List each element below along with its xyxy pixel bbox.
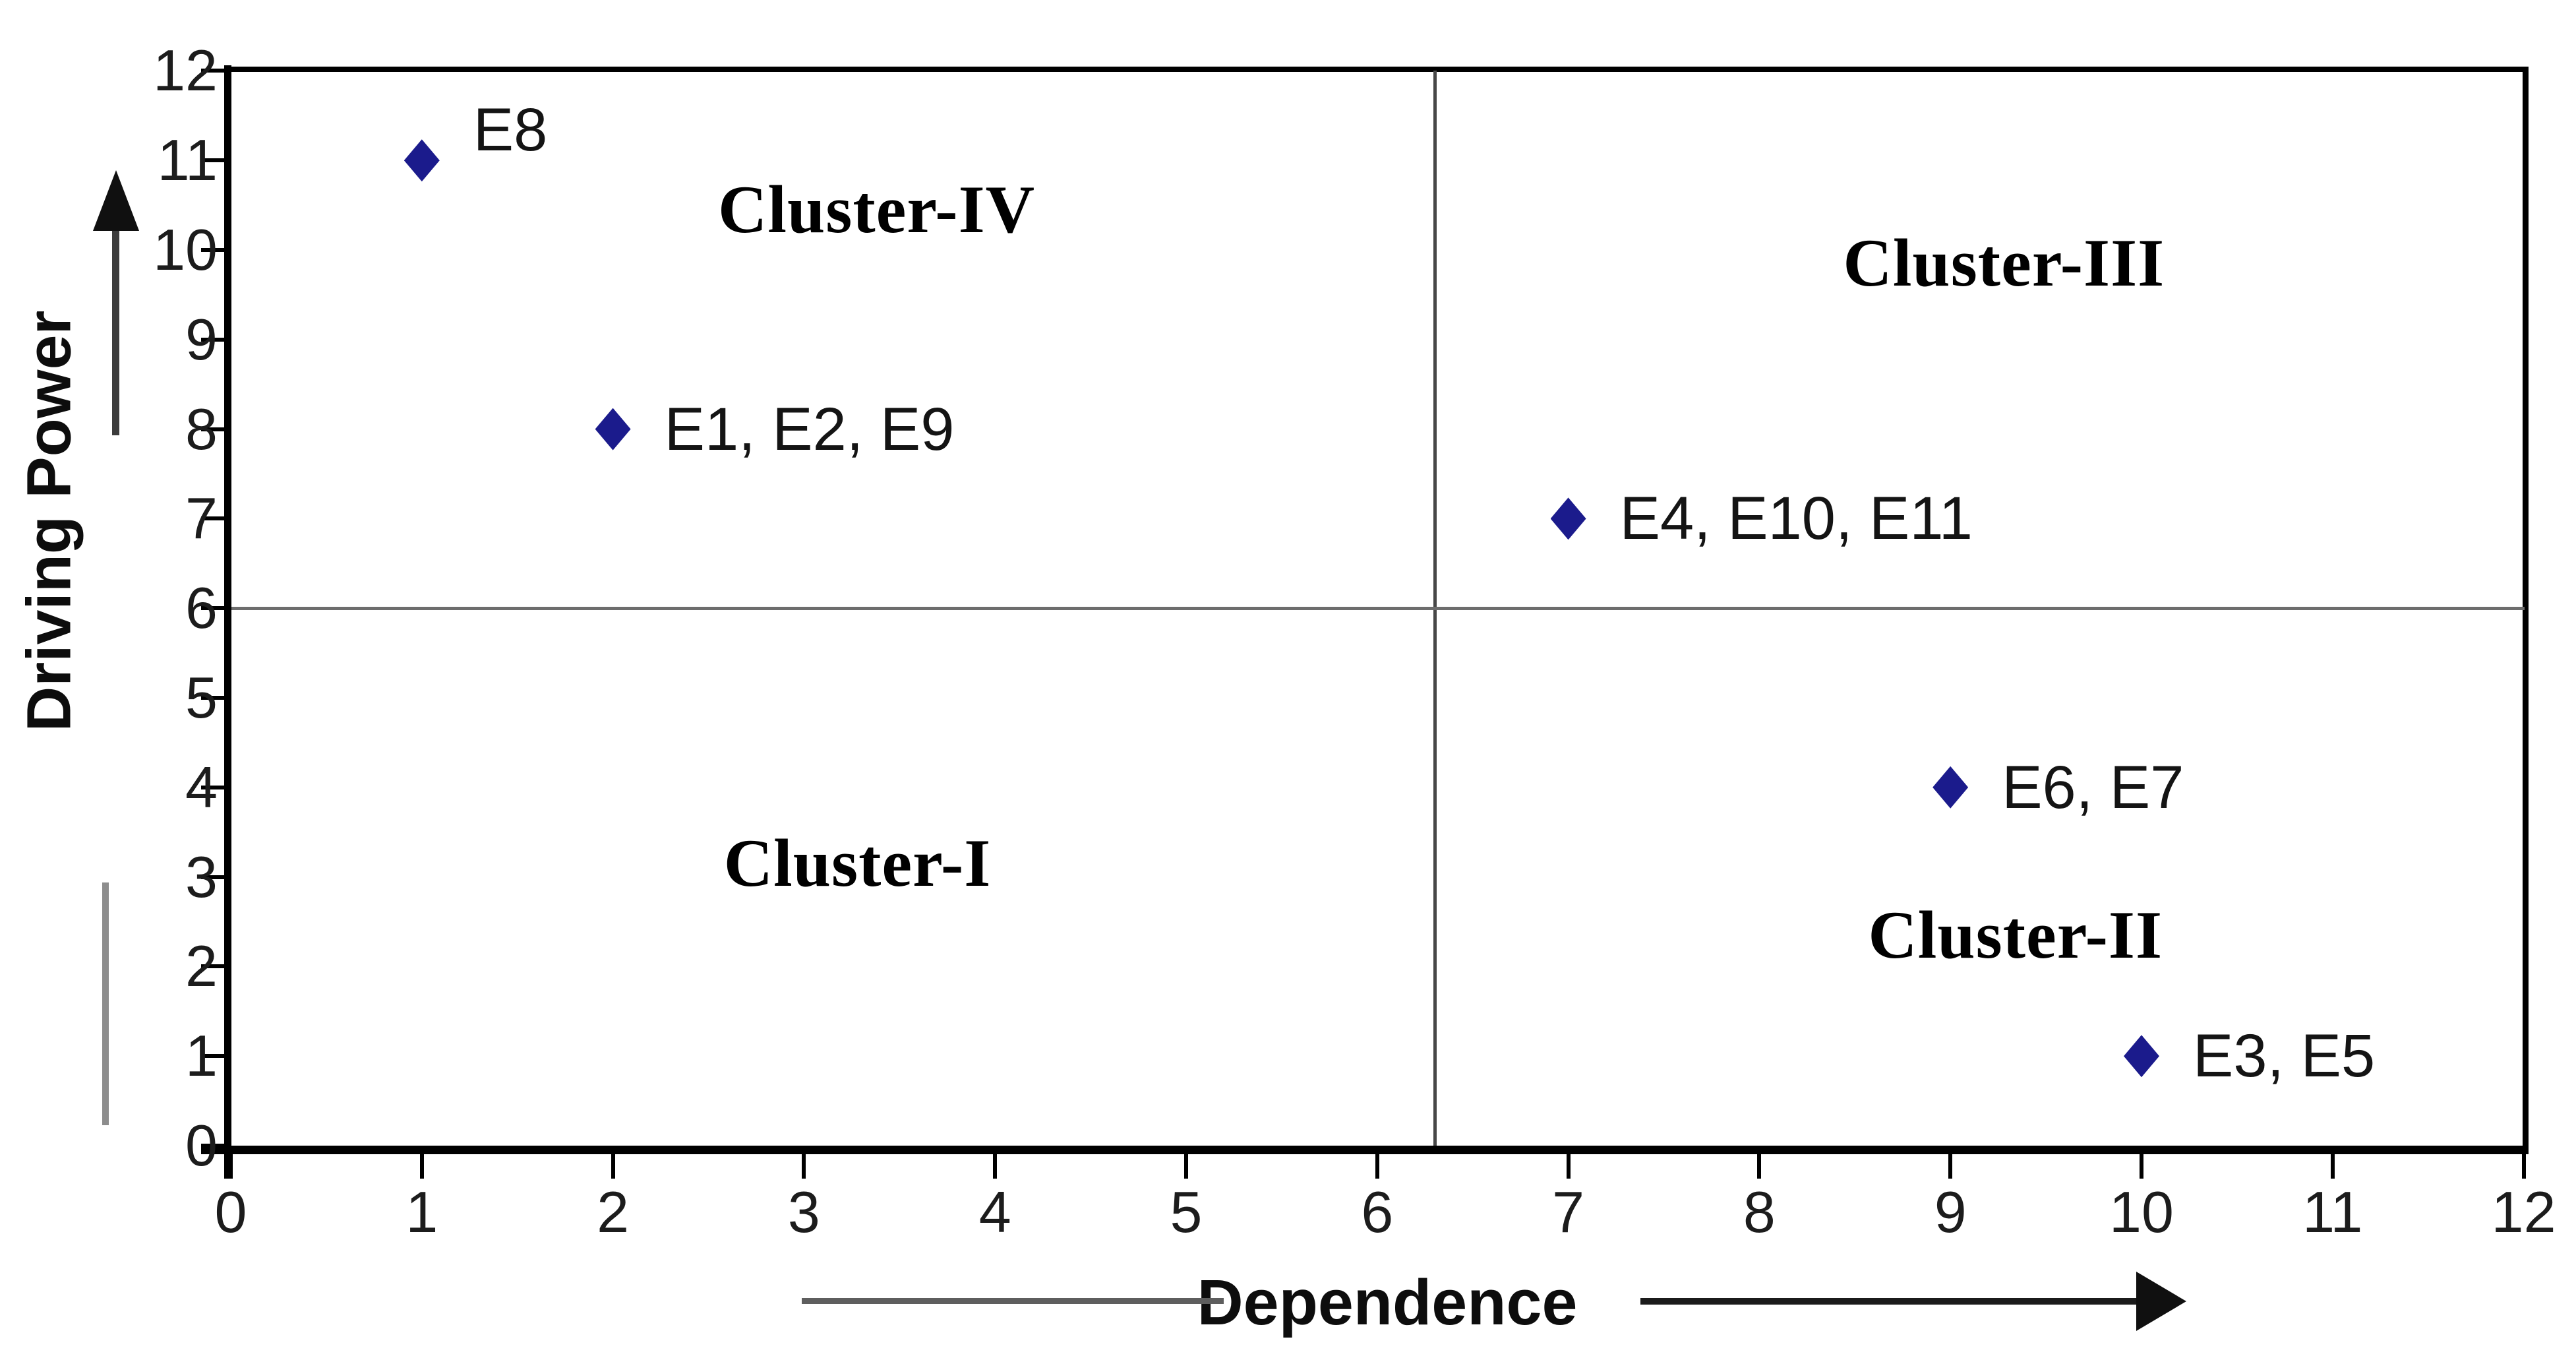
y-tick-label: 1 [185,1023,218,1089]
x-axis-tick [2521,1154,2526,1179]
y-axis-tick [201,337,231,342]
y-tick-label: 6 [185,575,218,641]
x-axis-tick [419,1154,424,1179]
x-tick-label: 4 [978,1179,1011,1245]
y-tick-label: 11 [157,127,218,193]
y-axis-arrow-up-icon [93,170,139,231]
data-point-label: E1, E2, E9 [664,395,955,463]
x-tick-label: 12 [2491,1179,2556,1245]
x-axis-tick [2140,1154,2143,1179]
x-axis-tick [1566,1154,1571,1179]
x-axis-tick [1948,1154,1953,1179]
y-axis-tick [201,69,231,73]
x-tick-label: 11 [2302,1179,2363,1245]
x-tick-label: 6 [1361,1179,1394,1245]
y-axis-tick [201,696,231,700]
x-axis-arrow-right-icon [2136,1272,2186,1331]
x-axis-tick [1757,1154,1762,1179]
x-axis-title: Dependence [1197,1266,1578,1338]
y-tick-label: 5 [185,665,218,730]
x-axis-tick [802,1154,806,1179]
x-axis-tick [993,1154,998,1179]
y-tick-label: 9 [185,306,218,372]
plot-border-top [224,67,2529,72]
y-axis-tick [201,606,231,611]
data-point-label: E4, E10, E11 [1619,485,1973,553]
y-axis-tick [201,248,231,252]
x-tick-label: 9 [1934,1179,1967,1245]
y-axis-tick [201,158,231,163]
x-axis-tick [1375,1154,1379,1179]
y-axis-tick [201,1144,231,1148]
data-point-marker [1550,497,1586,540]
y-tick-label: 0 [185,1113,218,1178]
quadrant-label: Cluster-III [1843,226,2165,301]
x-axis-tick [611,1154,615,1179]
y-tick-label: 2 [185,933,218,999]
x-tick-label: 3 [787,1179,820,1245]
y-axis-tick [201,1054,231,1059]
x-tick-label: 5 [1170,1179,1203,1245]
x-tick-label: 7 [1552,1179,1585,1245]
x-tick-label: 2 [597,1179,630,1245]
data-point-marker [595,408,631,450]
y-tick-label: 10 [153,217,218,282]
y-axis-arrow-shaft [112,228,119,435]
y-axis-tick [201,964,231,969]
y-tick-label: 7 [185,485,218,551]
y-axis-tick [201,516,231,521]
y-axis-line-segment [102,882,109,1125]
y-axis-title: Driving Power [14,310,84,732]
y-axis-tick [201,875,231,879]
quadrant-label: Cluster-I [723,826,992,902]
x-tick-label: 0 [214,1179,247,1245]
y-tick-label: 4 [185,754,218,820]
data-point-marker [1932,766,1969,809]
x-tick-label: 1 [405,1179,438,1245]
y-tick-label: 8 [185,396,218,462]
x-axis-tick [229,1154,233,1179]
y-axis-tick [201,785,231,789]
x-axis-line-segment [802,1298,1224,1304]
data-point-label: E3, E5 [2193,1022,2376,1090]
x-axis-tick [1184,1154,1188,1179]
quadrant-label: Cluster-IV [717,171,1036,247]
y-tick-label: 12 [153,38,218,104]
x-tick-label: 10 [2109,1179,2174,1245]
quadrant-label: Cluster-II [1868,897,2163,973]
data-point-marker [2124,1035,2159,1078]
data-point-marker [404,139,440,182]
data-point-label: E6, E7 [2002,753,2184,821]
x-axis-tick [2330,1154,2335,1179]
y-axis-line [224,65,231,1179]
y-tick-label: 3 [185,844,218,910]
x-tick-label: 8 [1743,1179,1776,1245]
plot-border-right [2523,67,2529,1154]
horizontal-divider-line [231,607,2525,611]
x-axis-line [201,1146,2529,1154]
data-point-label: E8 [473,96,548,164]
x-axis-arrow-shaft [1640,1298,2139,1305]
y-axis-tick [201,427,231,431]
